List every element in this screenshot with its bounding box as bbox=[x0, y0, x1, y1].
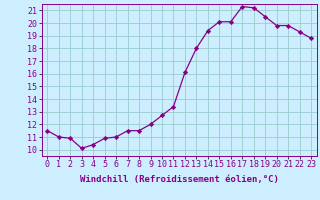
X-axis label: Windchill (Refroidissement éolien,°C): Windchill (Refroidissement éolien,°C) bbox=[80, 175, 279, 184]
